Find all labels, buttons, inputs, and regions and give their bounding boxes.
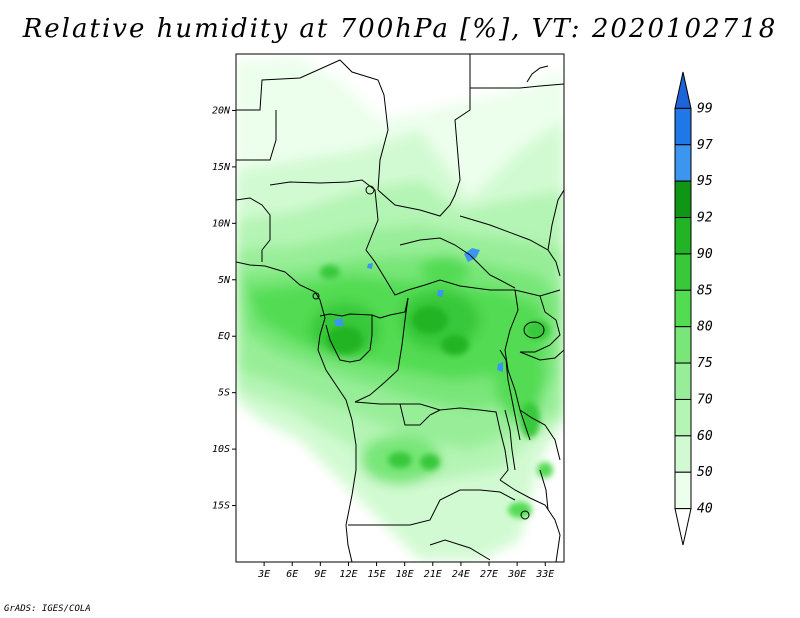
- y-axis: 20N 15N 10N 5N EQ 5S 10S 15S: [212, 105, 236, 512]
- x-axis: 3E 6E 9E 12E 15E 18E 21E 24E 27E 30E 33E: [257, 562, 554, 580]
- colorbar-label: 80: [697, 320, 713, 335]
- colorbar-swatch: [674, 398, 692, 437]
- x-tick-label: 6E: [286, 569, 298, 580]
- colorbar-label: 92: [697, 211, 713, 226]
- colorbar-label: 60: [697, 429, 713, 444]
- colorbar: 99 97 95 92 90 85 80 75 70 60 50 40: [674, 71, 713, 546]
- map-title: Relative humidity at 700hPa [%], VT: 202…: [22, 14, 778, 44]
- colorbar-swatch: [674, 71, 692, 109]
- footer-credit: GrADS: IGES/COLA: [4, 604, 91, 614]
- y-tick-label: EQ: [218, 331, 230, 342]
- x-tick-label: 27E: [480, 569, 498, 580]
- colorbar-swatch: [674, 326, 692, 364]
- x-tick-label: 12E: [339, 569, 357, 580]
- colorbar-label: 95: [697, 174, 713, 189]
- colorbar-swatch: [674, 435, 692, 473]
- colorbar-label: 97: [697, 138, 713, 153]
- colorbar-label: 99: [697, 101, 713, 116]
- x-tick-label: 33E: [535, 569, 554, 580]
- y-tick-label: 10S: [212, 444, 230, 455]
- y-tick-label: 15N: [212, 162, 231, 173]
- colorbar-swatch: [674, 180, 692, 219]
- map-frame: [235, 53, 565, 563]
- x-tick-label: 9E: [314, 569, 326, 580]
- colorbar-label: 90: [697, 247, 713, 262]
- country-borders: [236, 54, 564, 562]
- colorbar-swatch: [674, 253, 692, 291]
- x-tick-label: 3E: [257, 569, 270, 580]
- colorbar-swatch: [674, 107, 692, 146]
- colorbar-label: 40: [697, 502, 713, 517]
- y-tick-label: 5N: [218, 275, 231, 286]
- x-tick-label: 21E: [424, 569, 442, 580]
- humidity-field: [236, 54, 564, 562]
- y-tick-label: 15S: [212, 501, 230, 512]
- y-tick-label: 10N: [212, 218, 231, 229]
- colorbar-label: 85: [697, 283, 713, 298]
- lakes: [312, 185, 549, 520]
- colorbar-swatch: [674, 289, 692, 328]
- x-tick-label: 18E: [396, 569, 414, 580]
- x-tick-label: 15E: [368, 569, 386, 580]
- colorbar-swatch: [674, 217, 692, 255]
- colorbar-label: 75: [697, 356, 713, 371]
- colorbar-swatch: [674, 362, 692, 400]
- colorbar-label: 50: [697, 465, 713, 480]
- x-tick-label: 24E: [452, 569, 470, 580]
- colorbar-swatch: [674, 471, 692, 510]
- colorbar-swatch: [674, 144, 692, 182]
- y-tick-label: 20N: [212, 105, 231, 116]
- colorbar-label: 70: [697, 392, 713, 407]
- x-tick-label: 30E: [507, 569, 526, 580]
- colorbar-swatch: [674, 508, 692, 546]
- y-tick-label: 5S: [218, 388, 230, 399]
